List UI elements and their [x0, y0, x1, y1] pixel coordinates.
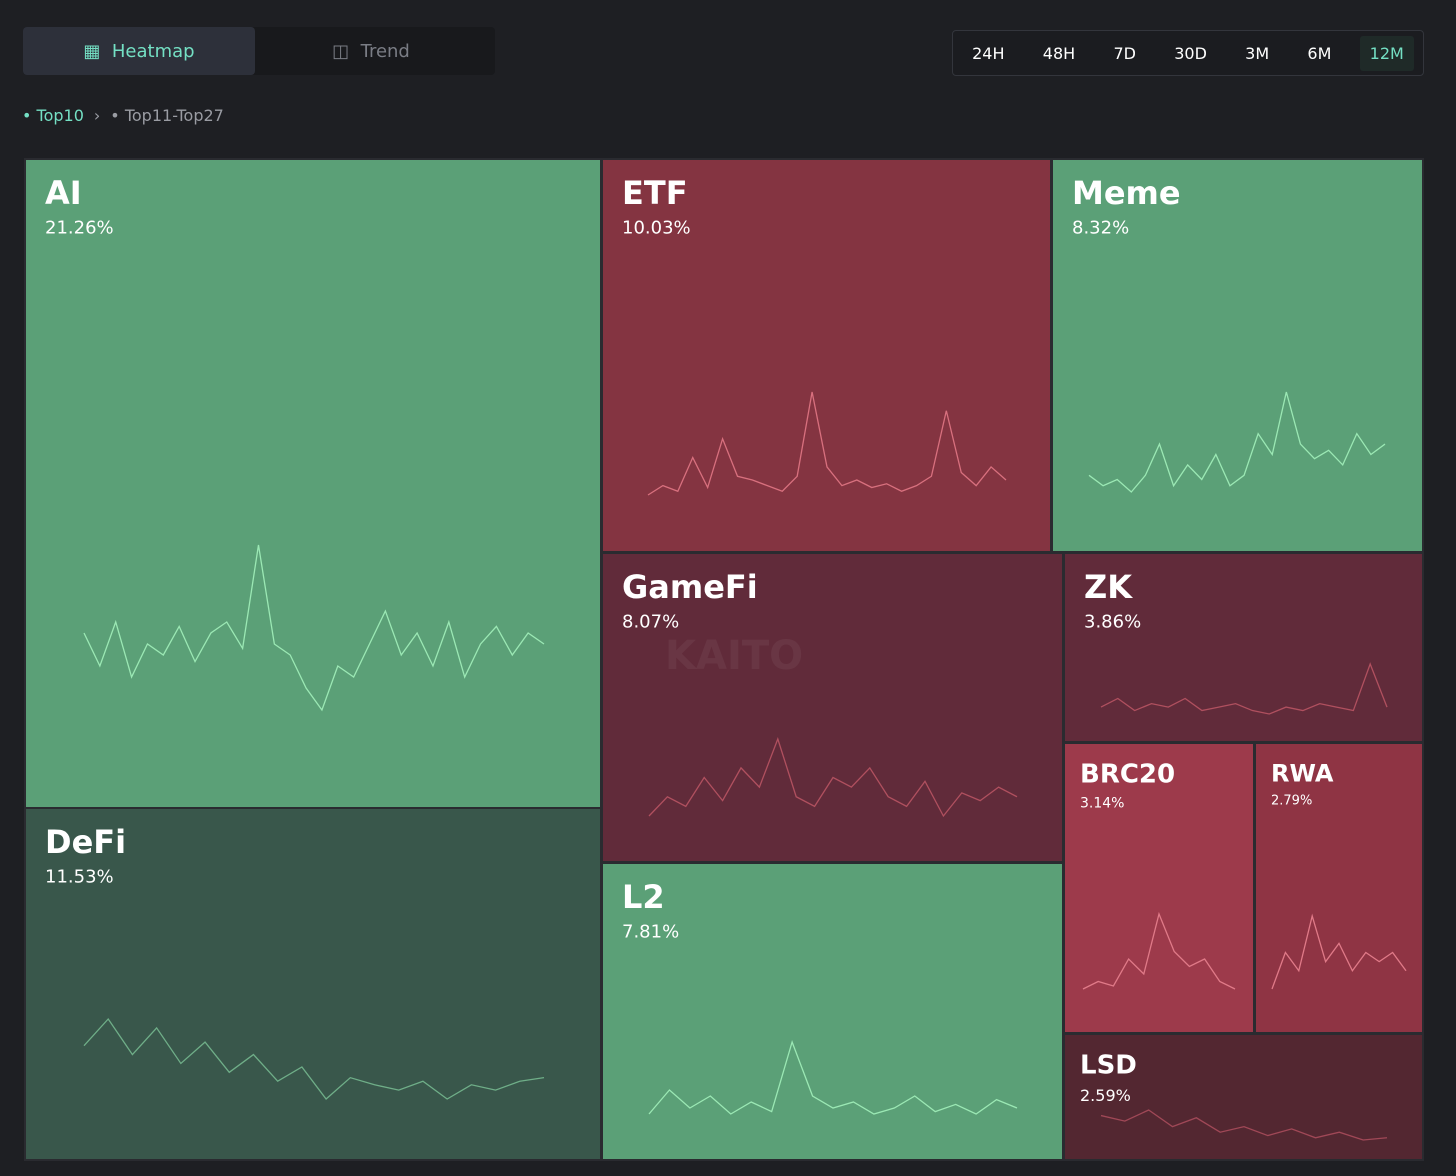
time-range-button[interactable]: 7D: [1113, 43, 1136, 63]
sparkline: [1082, 911, 1236, 990]
tile-label: Meme: [1072, 174, 1181, 212]
tile-value: 21.26%: [45, 218, 114, 239]
treemap-tile: [1053, 160, 1422, 551]
sparkline: [1100, 1109, 1388, 1141]
time-range-button[interactable]: 30D: [1174, 43, 1207, 63]
time-range-selector: 24H 48H 7D 30D 3M 6M 12M: [952, 30, 1424, 76]
tab-label: Heatmap: [111, 40, 195, 62]
sparkline: [1088, 391, 1386, 493]
sparkline: [1100, 662, 1388, 715]
treemap-tile: [1065, 554, 1422, 741]
sparkline: [83, 544, 545, 712]
tile-value: 10.03%: [622, 218, 691, 239]
treemap-tile: [603, 160, 1050, 551]
tile-label: L2: [622, 878, 665, 916]
breadcrumb: • Top10 › • Top11-Top27: [22, 106, 224, 125]
time-range-button[interactable]: 12M: [1359, 35, 1414, 71]
tile-label: GameFi: [622, 568, 758, 606]
tile-value: 7.81%: [622, 922, 679, 943]
breadcrumb-item[interactable]: • Top10: [22, 106, 84, 125]
tile-label: AI: [45, 174, 82, 212]
sparkline: [83, 1017, 545, 1100]
treemap-tile: [603, 864, 1062, 1159]
sparkline: [648, 737, 1018, 818]
time-range-button[interactable]: 24H: [972, 43, 1005, 63]
treemap-tile: [26, 160, 600, 807]
tile-label: DeFi: [45, 823, 126, 861]
view-tabs: ▦ Heatmap ◫ Trend: [23, 27, 495, 75]
tile-value: 8.07%: [622, 612, 679, 633]
tile-label: ETF: [622, 174, 688, 212]
tile-value: 8.32%: [1072, 218, 1129, 239]
sparkline: [648, 1039, 1018, 1115]
treemap-frame: [24, 158, 1424, 1161]
sparkline: [647, 391, 1007, 496]
tile-label: ZK: [1084, 568, 1133, 606]
breadcrumb-item[interactable]: • Top11-Top27: [110, 106, 224, 125]
time-range-button[interactable]: 6M: [1307, 43, 1332, 63]
time-range-button[interactable]: 3M: [1245, 43, 1270, 63]
treemap-tile: [1065, 1035, 1422, 1159]
watermark: KAITO: [665, 633, 803, 679]
tab-label: Trend: [360, 40, 410, 62]
tile-value: 3.86%: [1084, 612, 1141, 633]
tile-value: 11.53%: [45, 867, 114, 888]
treemap-tile: [1256, 744, 1422, 1032]
breadcrumb-separator: ›: [93, 106, 101, 125]
tile-label: BRC20: [1080, 759, 1175, 789]
sparkline: [1271, 913, 1407, 990]
time-range-button[interactable]: 48H: [1042, 43, 1076, 63]
tab[interactable]: ▦ Heatmap: [23, 27, 255, 75]
breadcrumb-label: Top11-Top27: [124, 106, 224, 125]
treemap-tile: [1065, 744, 1253, 1032]
breadcrumb-label: Top10: [36, 106, 84, 125]
treemap-tile: [603, 554, 1062, 861]
tile-label: LSD: [1080, 1050, 1137, 1080]
tile-label: RWA: [1271, 760, 1334, 788]
tab[interactable]: ◫ Trend: [332, 40, 410, 62]
tile-value: 2.59%: [1080, 1086, 1131, 1105]
tile-value: 3.14%: [1080, 795, 1124, 811]
treemap-tile: [26, 809, 600, 1159]
tile-value: 2.79%: [1271, 793, 1312, 808]
